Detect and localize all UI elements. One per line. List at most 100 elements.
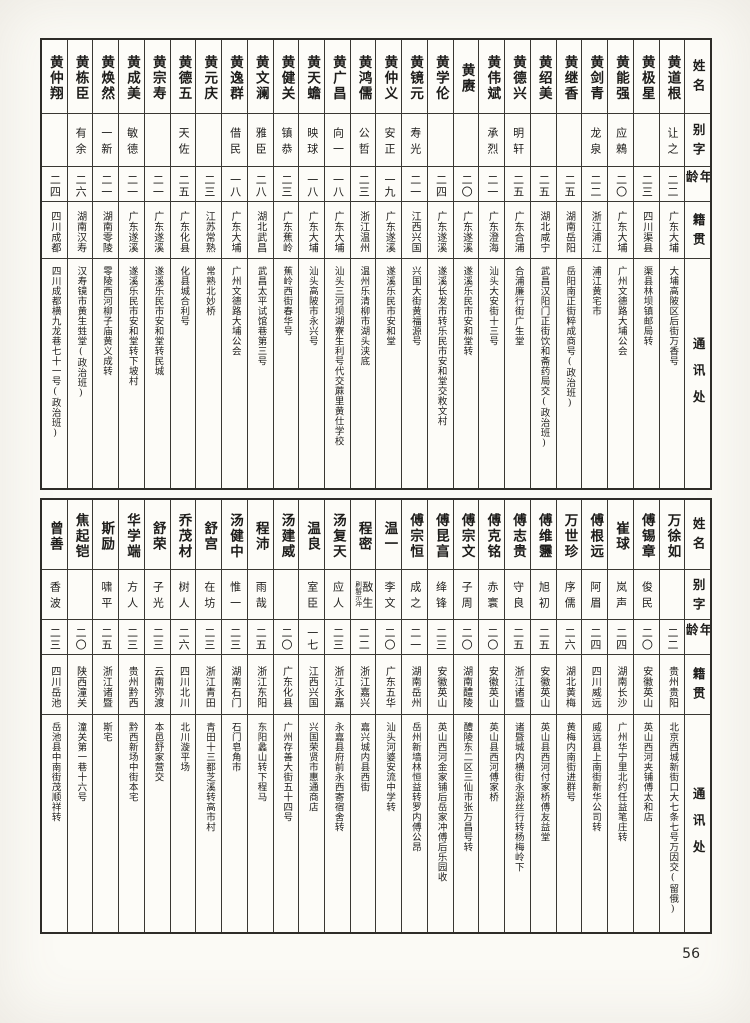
- name-cell: 汤建威: [273, 500, 299, 570]
- row-label: 通讯处: [690, 337, 706, 417]
- name-cell: 黄逸群: [222, 40, 247, 114]
- alias-cell: [530, 114, 556, 167]
- address-cell: 遂溪长发市转乐民市安和堂交敉文村: [435, 266, 447, 426]
- native-cell: 广东大埔: [324, 202, 350, 259]
- age-cell: 二三: [633, 167, 659, 202]
- alias-cell: 镇恭: [273, 114, 299, 167]
- age-cell: 二四: [427, 167, 453, 202]
- address-cell: 永嘉县府前永西寄宿舍转: [332, 722, 344, 832]
- age-cell: 二三: [222, 620, 247, 655]
- alias-cell: [633, 114, 659, 167]
- alias-cell: 岚声: [608, 570, 633, 620]
- alias-cell: 序儒: [556, 570, 582, 620]
- address-cell: 温州乐清柳市湖头浃底: [358, 266, 370, 366]
- address-cell: 黄梅内南街进群号: [564, 722, 576, 802]
- person-column: 傅克铭 赤寰 二〇 安徽英山 英山县西河傅家桥: [479, 500, 506, 932]
- age-cell: 二三: [427, 620, 453, 655]
- age-cell: 二五: [505, 167, 530, 202]
- alias-cell: 雨哉: [247, 570, 273, 620]
- address-cell: 斯宅: [101, 722, 113, 742]
- row-header-column: 姓名 别字 年龄 籍贯 通讯处: [685, 500, 710, 932]
- name-cell: 黄元庆: [196, 40, 222, 114]
- age-cell: 二四: [582, 620, 608, 655]
- name-cell: 黄天蟾: [299, 40, 324, 114]
- native-cell: 浙江诸暨: [505, 655, 530, 715]
- address-cell: 遂溪乐民市安和堂转民城: [152, 266, 164, 376]
- row-label: 籍贯: [685, 655, 710, 715]
- person-column: 温良 室臣 一七 江西兴国 兴国荣贤市惠通商店: [299, 500, 325, 932]
- alias-cell: 啸平: [93, 570, 119, 620]
- alias-cell: 在坊: [196, 570, 222, 620]
- age-cell: 二〇: [376, 620, 402, 655]
- person-column: 傅维靋 旭初 二五 安徽英山 英山县西河付家桥傅友益堂: [530, 500, 557, 932]
- person-column: 黄焕然 一新 二一 湖南零陵 零陵西河柳子庙黄义成转: [93, 40, 120, 488]
- age-cell: 二六: [67, 167, 93, 202]
- person-column: 黄逸群 借民 一八 广东大埔 广州文德路大埔公会: [222, 40, 248, 488]
- alias-cell: 香波: [41, 570, 67, 620]
- address-cell: 北京西城新街口大七条七号万因交(留俄): [667, 722, 679, 915]
- age-cell: 二〇: [453, 620, 479, 655]
- native-cell: 湖南岳阳: [556, 202, 582, 259]
- alias-cell: 寿光: [402, 114, 427, 167]
- name-cell: 黄继香: [556, 40, 582, 114]
- name-cell: 崔球: [608, 500, 633, 570]
- age-cell: 一八: [299, 167, 324, 202]
- person-column: 黄天蟾 映球 一八 广东大埔 汕头高陂市永兴号: [299, 40, 325, 488]
- address-cell: 渠县林坝镇邮局转: [641, 266, 653, 346]
- native-cell: 安徽英山: [530, 655, 556, 715]
- age-cell: 二一: [402, 620, 427, 655]
- age-cell: 二五: [247, 620, 273, 655]
- alias-cell: 绛锋: [427, 570, 453, 620]
- age-cell: 二三: [196, 620, 222, 655]
- person-column: 黄伟斌 承烈 二一 广东澄海 汕头大安街十三号: [479, 40, 506, 488]
- alias-cell: 阿眉: [582, 570, 608, 620]
- person-column: 黄成美 敏德 二一 广东遂溪 遂溪乐民市安和堂转下坡村: [119, 40, 145, 488]
- address-cell: 广州存善大街五十四号: [281, 722, 293, 822]
- address-cell: 岳阳南正街粹成商号(政治班): [564, 266, 576, 409]
- native-cell: 浙江温州: [350, 202, 376, 259]
- address-cell: 常熟北妙桥: [203, 266, 215, 316]
- age-cell: 二五: [530, 620, 556, 655]
- native-cell: 广东化县: [170, 202, 196, 259]
- age-cell: 二〇: [67, 620, 93, 655]
- name-cell: 万徐如: [659, 500, 685, 570]
- row-header-column: 姓名 别字 年龄 籍贯 通讯处: [685, 40, 710, 488]
- alias-cell: 承烈: [479, 114, 505, 167]
- address-cell: 黔西新场中街本宅: [126, 722, 138, 802]
- name-cell: 黄镜元: [402, 40, 427, 114]
- native-cell: 湖南醴陵: [453, 655, 479, 715]
- age-cell: 二五: [93, 620, 119, 655]
- person-column: 焦起铠 二〇 陕西潼关 潼关第一巷十六号: [67, 500, 94, 932]
- name-cell: 黄道根: [659, 40, 685, 114]
- person-column: 程沛 雨哉 二五 浙江东阳 东阳蠡山转下程马: [247, 500, 274, 932]
- alias-cell: 赤寰: [479, 570, 505, 620]
- native-cell: 广东遂溪: [427, 202, 453, 259]
- age-cell: 二五: [170, 167, 196, 202]
- age-cell: 二一: [119, 167, 144, 202]
- age-cell: 二四: [608, 620, 633, 655]
- age-cell: 二八: [247, 167, 273, 202]
- person-column: 黄赓 二〇 广东遂溪 遂溪乐民市安和堂转: [453, 40, 480, 488]
- native-cell: 广东大埔: [659, 202, 685, 259]
- native-cell: 湖南零陵: [93, 202, 119, 259]
- native-cell: 广东遂溪: [119, 202, 144, 259]
- person-column: 黄剑青 龙泉 二二 浙江浦江 浦江黄宅市: [582, 40, 609, 488]
- address-cell: 岳州新墙林恒益转罗内傅公昂: [409, 722, 421, 852]
- person-column: 黄能强 应鶆 二〇 广东大埔 广州文德路大埔公会: [608, 40, 634, 488]
- age-cell: 二一: [479, 167, 505, 202]
- alias-cell: 让之: [659, 114, 685, 167]
- name-cell: 舒宫: [196, 500, 222, 570]
- row-label: 姓名: [685, 40, 710, 114]
- name-cell: 黄广昌: [324, 40, 350, 114]
- native-cell: 四川威远: [582, 655, 608, 715]
- address-cell: 醴陵东二区三仙市张万昌号转: [461, 722, 473, 852]
- person-column: 斯励 啸平 二五 浙江诸暨 斯宅: [93, 500, 120, 932]
- alias-cell: 旭初: [530, 570, 556, 620]
- row-label: 年龄: [685, 620, 710, 655]
- age-cell: 一八: [222, 167, 247, 202]
- person-column: 黄仲义 安正 一九 广东遂溪 遂溪乐民市安和堂: [376, 40, 403, 488]
- age-cell: 二五: [556, 167, 582, 202]
- age-cell: 二一: [144, 167, 170, 202]
- alias-cell: [144, 114, 170, 167]
- alias-cell: 敔生 刷解示冲: [350, 570, 376, 620]
